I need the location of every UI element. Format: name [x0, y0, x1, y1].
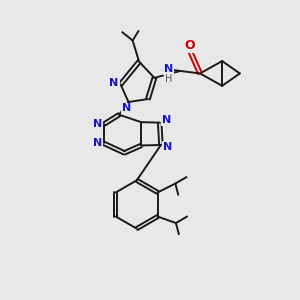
Text: H: H [165, 74, 172, 84]
Text: N: N [162, 115, 171, 125]
Text: N: N [122, 103, 131, 113]
Text: N: N [163, 142, 172, 152]
Text: N: N [164, 64, 173, 74]
Text: N: N [110, 78, 119, 88]
Text: O: O [184, 39, 195, 52]
Text: N: N [93, 119, 102, 129]
Text: N: N [93, 138, 102, 148]
